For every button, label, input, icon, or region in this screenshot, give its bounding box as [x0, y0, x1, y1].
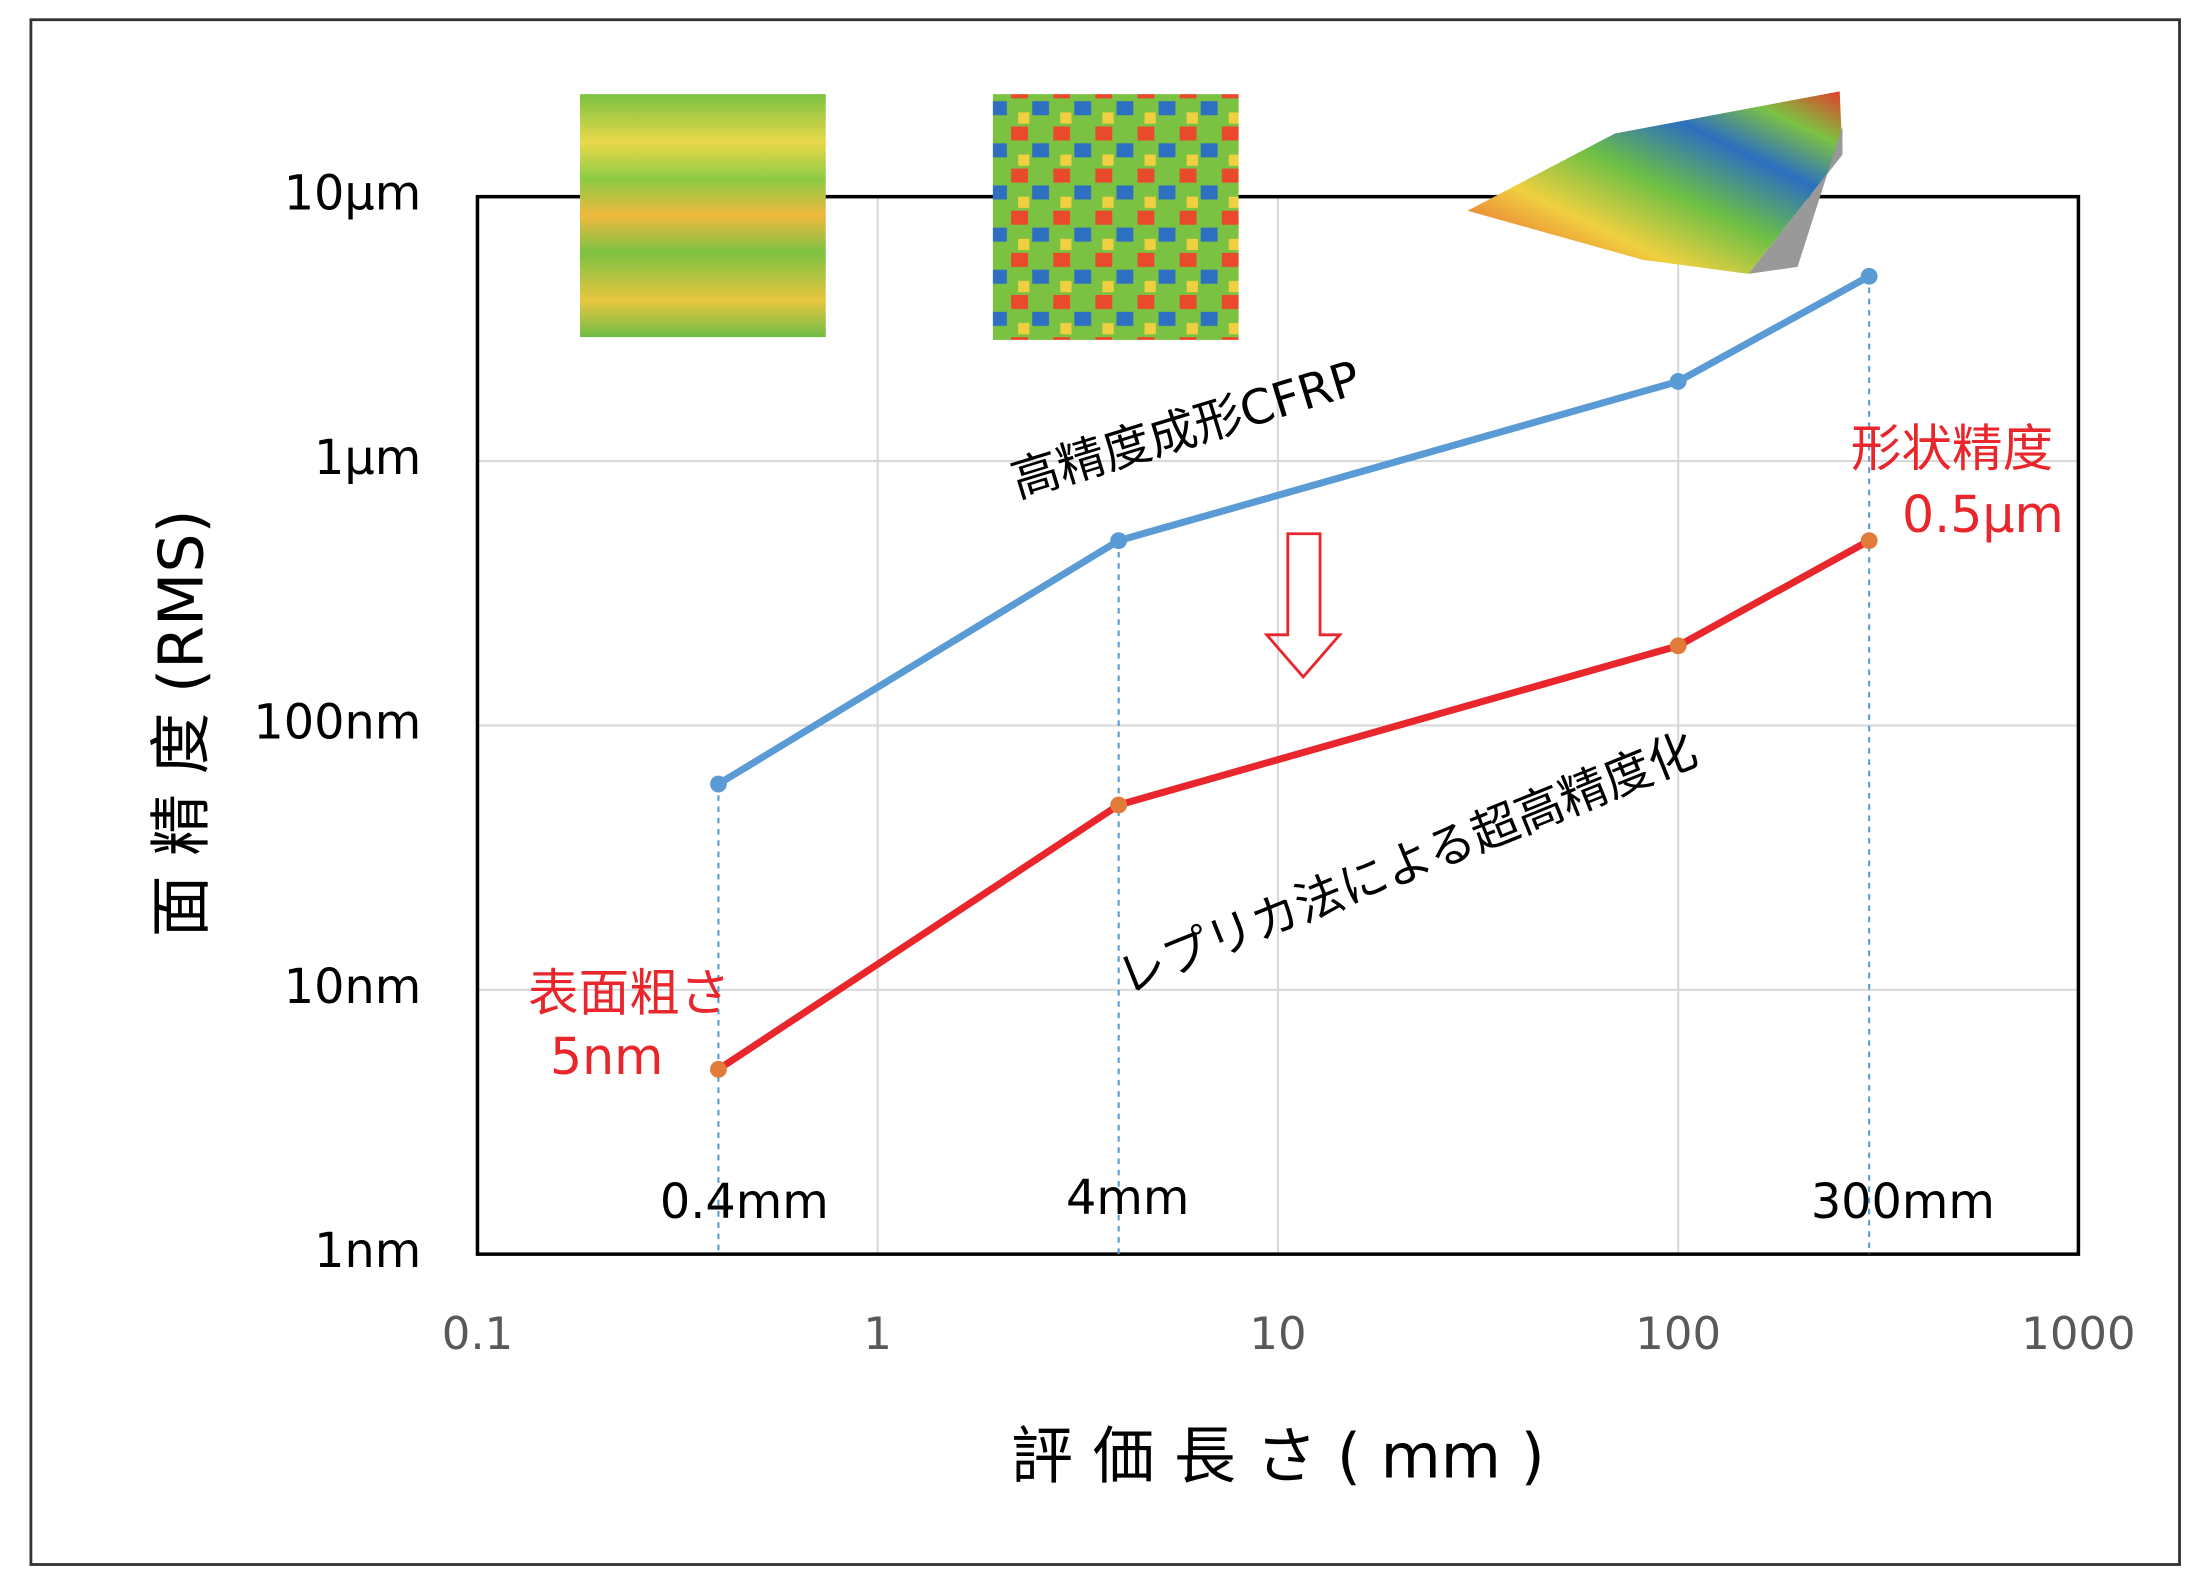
y-tick-label: 1μm	[314, 431, 421, 486]
annotation: 0.5μm	[1902, 485, 2064, 544]
chart: 0.1 1 10 100 1000 1nm 10nm 100nm 1μm 10μm 評 価 長 さ…	[0, 0, 2202, 1573]
y-tick-label: 10nm	[284, 960, 422, 1015]
x-tick-label: 10	[1249, 1307, 1306, 1360]
x-tick-label: 0.1	[442, 1307, 513, 1360]
x-axis-title: 評 価 長 さ ( mm )	[1011, 1421, 1545, 1493]
data-point	[1110, 532, 1127, 549]
annotation: 形状精度	[1851, 419, 2053, 478]
data-point	[1861, 532, 1878, 549]
y-tick-label: 10μm	[284, 167, 422, 222]
annotation: 4mm	[1066, 1171, 1189, 1226]
x-tick-label: 1	[863, 1307, 892, 1360]
annotation: 表面粗さ	[528, 964, 730, 1023]
data-point	[710, 776, 727, 793]
surface-image	[993, 94, 1239, 340]
x-tick-label: 100	[1635, 1307, 1721, 1360]
data-point	[1110, 797, 1127, 814]
series-label: レプリカ法による超高精度化	[1110, 723, 1705, 1006]
y-axis-title: 面 精 度 (RMS)	[145, 509, 217, 937]
annotation: 300mm	[1811, 1175, 1995, 1230]
surface-image	[580, 94, 826, 337]
annotation: 5nm	[550, 1027, 663, 1086]
data-point	[1861, 268, 1878, 285]
y-tick-label: 100nm	[253, 695, 421, 750]
data-point	[1670, 637, 1687, 654]
y-tick-label: 1nm	[314, 1224, 421, 1279]
data-point	[1670, 373, 1687, 390]
series-line	[718, 276, 1869, 784]
x-tick-label: 1000	[2021, 1307, 2135, 1360]
data-point	[710, 1061, 727, 1078]
annotation: 0.4mm	[660, 1175, 829, 1230]
